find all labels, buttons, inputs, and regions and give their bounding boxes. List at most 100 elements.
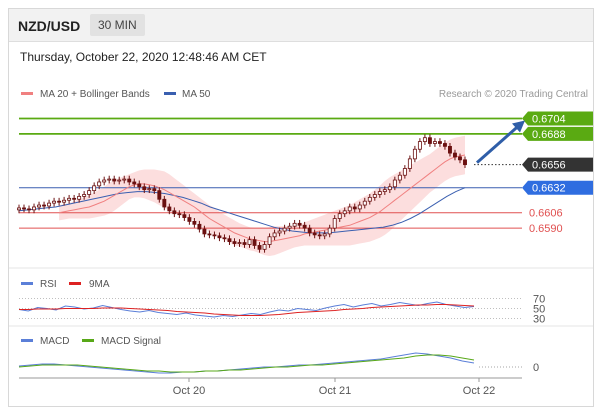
candle: [107, 175, 112, 184]
candle-body: [297, 222, 302, 226]
candle: [458, 153, 462, 164]
candle-body: [448, 145, 452, 154]
candle-body: [57, 200, 62, 203]
forecast-arrow-head: [512, 120, 525, 133]
price-tag-bg: [522, 157, 593, 172]
ma50-line: [18, 187, 466, 234]
candle-body: [417, 141, 422, 150]
macd-signal-legend-label: MACD Signal: [101, 336, 161, 347]
candle: [407, 155, 412, 172]
x-tick-label: Oct 22: [463, 385, 495, 397]
price-tag-text: 0.6704: [532, 113, 566, 125]
candle-body: [247, 239, 252, 245]
price-tag-text: 0.6606: [529, 208, 563, 220]
price-tag-text: 0.6590: [529, 223, 563, 235]
candle: [362, 197, 367, 209]
candle: [172, 207, 177, 218]
price-tag-text: 0.6632: [532, 183, 566, 195]
candle-body: [22, 207, 26, 210]
candle-body: [87, 190, 92, 195]
candle-body: [137, 183, 142, 188]
candle-body: [342, 210, 347, 215]
candle-body: [132, 181, 137, 185]
candle-body: [67, 197, 72, 201]
price-tag-text: 0.6656: [532, 160, 566, 172]
x-tick-label: Oct 21: [319, 385, 351, 397]
candle-body: [52, 200, 57, 204]
candle-body: [242, 242, 247, 245]
candle-body: [227, 238, 232, 243]
candle: [42, 201, 47, 210]
candle-body: [107, 178, 112, 181]
candle-body: [162, 198, 167, 208]
candle: [277, 227, 282, 237]
candle-body: [42, 204, 47, 207]
macd-legend: MACD MACD Signal: [21, 336, 161, 347]
rsi-tick-label: 70: [533, 294, 545, 306]
candle-body: [117, 179, 122, 182]
price-pane: 0.6704 0.6688 0.6656 0.6632 0.6606 0.6590: [17, 111, 593, 256]
candle: [37, 201, 41, 211]
candle: [52, 197, 57, 207]
candle: [257, 242, 262, 253]
rsi-ma-line: [19, 304, 475, 316]
candle-body: [427, 137, 432, 144]
candle-body: [72, 197, 77, 200]
candle: [22, 204, 26, 213]
chart-canvas: MA 20 + Bollinger Bands MA 50 Research ©…: [9, 89, 593, 397]
candle: [317, 231, 322, 240]
candle: [127, 175, 132, 186]
candle: [377, 188, 382, 198]
macd-pane: 0: [18, 352, 539, 374]
candle-body: [412, 148, 417, 160]
candle: [367, 193, 372, 205]
candle-body: [312, 232, 317, 236]
x-tick-label: Oct 20: [173, 385, 205, 397]
candle: [252, 236, 257, 249]
candle: [387, 183, 392, 194]
candle: [57, 197, 62, 206]
candle-body: [232, 241, 237, 244]
price-tag-0.6606: 0.6606: [529, 208, 563, 220]
candle-body: [287, 225, 292, 229]
candle-body: [112, 178, 117, 182]
candle: [307, 224, 312, 237]
candle-body: [437, 141, 442, 144]
candle-body: [32, 206, 36, 211]
candle-body: [47, 202, 52, 207]
chart-widget: NZD/USD 30 MIN Thursday, October 22, 202…: [8, 8, 594, 407]
candle-body: [182, 214, 187, 218]
candle-body: [27, 208, 31, 211]
price-tag-text: 0.6688: [532, 129, 566, 141]
rsi-legend-swatch: [21, 282, 33, 285]
candle: [222, 234, 227, 243]
candle: [332, 215, 337, 232]
macd-signal-line: [18, 354, 475, 373]
candle: [412, 145, 417, 163]
ma50-legend-label: MA 50: [182, 89, 211, 100]
timeframe-badge[interactable]: 30 MIN: [90, 14, 145, 36]
candle: [67, 194, 72, 204]
candle-body: [202, 228, 207, 235]
candle: [122, 175, 127, 184]
candle: [427, 134, 432, 147]
candle-body: [292, 222, 297, 227]
candle-body: [92, 185, 97, 192]
candle: [327, 224, 332, 238]
candle: [262, 241, 267, 253]
forecast-arrow-shaft: [476, 124, 520, 164]
candle-body: [62, 199, 67, 203]
rsi-tick-label: 30: [533, 314, 545, 326]
candle: [117, 176, 122, 185]
candle: [272, 229, 277, 241]
candle: [448, 143, 452, 157]
rsi-tick-label: 50: [533, 304, 545, 316]
candle: [87, 187, 92, 198]
candle-body: [142, 186, 147, 191]
candle-body: [422, 137, 427, 142]
candle: [27, 205, 31, 214]
candle-body: [217, 235, 222, 239]
candle: [247, 236, 252, 248]
candle-body: [332, 218, 337, 229]
macd-signal-legend-swatch: [82, 339, 94, 342]
